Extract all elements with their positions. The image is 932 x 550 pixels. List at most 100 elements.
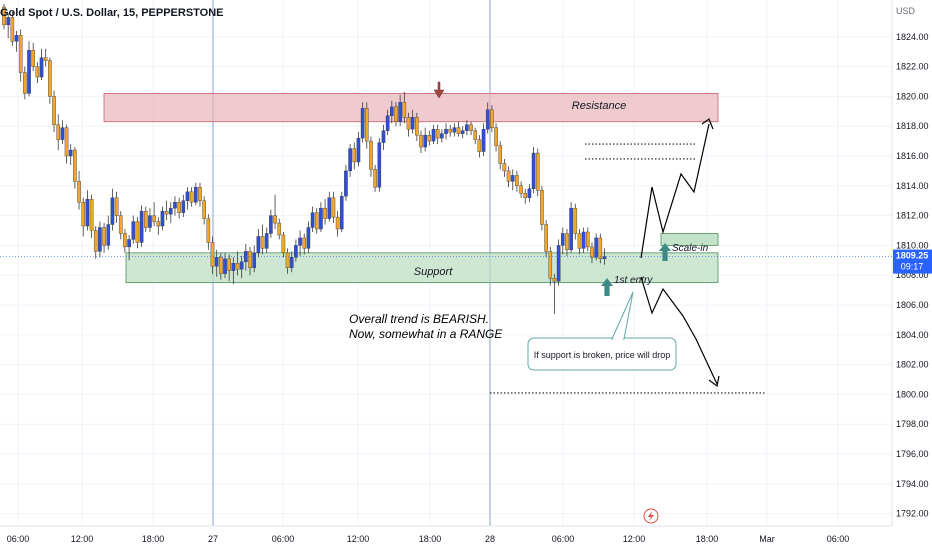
time-tick-label: 06:00 — [552, 534, 575, 544]
candle-up — [298, 237, 302, 246]
candle-down — [77, 181, 81, 203]
time-axis[interactable] — [0, 525, 892, 550]
candle-down — [314, 212, 319, 230]
candle-up — [214, 257, 219, 267]
price-tick-labels: 1824.00 1822.00 1820.00 1818.00 1816.00 1814.… — [896, 32, 929, 519]
trend-note-line2: Now, somewhat in a RANGE — [349, 327, 503, 341]
candle-down — [565, 233, 569, 251]
candle-down — [415, 117, 419, 136]
symbol-title[interactable]: Gold Spot / U.S. Dollar, 15, PEPPERSTONE — [0, 7, 224, 19]
candle-down — [544, 224, 548, 252]
candle-down — [498, 145, 503, 164]
time-tick-label: Mar — [759, 534, 775, 544]
candle-up — [194, 187, 198, 203]
candle-up — [244, 251, 248, 262]
candle-down — [598, 237, 603, 260]
scale-in-label: Scale-in — [672, 243, 709, 254]
candle-up — [306, 227, 311, 249]
candle-down — [277, 222, 282, 236]
candle-down — [10, 17, 15, 42]
candle-up — [160, 210, 165, 227]
candle-up — [294, 245, 298, 258]
candle-down — [219, 257, 223, 274]
callout-box[interactable] — [527, 337, 677, 371]
candle-up — [6, 17, 10, 26]
candle-up — [531, 152, 536, 189]
candle-down — [427, 134, 432, 142]
time-tick-label: 18:00 — [419, 534, 442, 544]
candle-down — [352, 148, 357, 163]
candle-up — [148, 215, 152, 228]
lightning-icon-glyph — [648, 511, 654, 521]
candle-down — [364, 108, 369, 142]
candle-down — [31, 50, 35, 67]
candle-up — [27, 50, 31, 94]
candle-up — [252, 252, 257, 268]
candle-down — [2, 6, 6, 26]
price-tick-label: 1804.00 — [896, 330, 929, 340]
candle-up — [377, 142, 382, 188]
candle-down — [206, 218, 211, 243]
price-tick-label: 1798.00 — [896, 419, 929, 429]
time-tick-label: 18:00 — [142, 534, 165, 544]
candle-up — [264, 233, 269, 249]
candle-down — [477, 139, 482, 152]
time-tick-label: 12:00 — [347, 534, 370, 544]
candle-down — [494, 127, 498, 146]
candle-up — [398, 102, 402, 122]
candle-up — [602, 256, 607, 260]
candle-down — [577, 233, 582, 249]
first-entry-label: 1st entry — [614, 275, 653, 286]
candle-down — [248, 251, 252, 268]
resistance-zone[interactable] — [103, 93, 719, 123]
candle-down — [573, 207, 578, 234]
candle-up — [423, 134, 427, 148]
candle-up — [231, 263, 236, 271]
candle-down — [540, 190, 544, 225]
currency-label: USD — [896, 6, 916, 16]
scale-in-arrow-icon — [659, 243, 671, 261]
support-label: Support — [414, 266, 453, 278]
price-tick-label: 1810.00 — [896, 240, 929, 250]
candle-down — [502, 163, 507, 172]
price-tick-label: 1822.00 — [896, 62, 929, 72]
candle-down — [419, 134, 423, 148]
trend-note-line1: Overall trend is BEARISH. — [349, 312, 489, 326]
candle-up — [39, 57, 44, 78]
candle-down — [331, 197, 336, 218]
candle-down — [435, 128, 440, 139]
price-tick-label: 1816.00 — [896, 151, 929, 161]
current-price-tag[interactable] — [893, 249, 932, 274]
candle-down — [394, 106, 398, 122]
time-tick-label: 18:00 — [696, 534, 719, 544]
candle-down — [48, 60, 52, 97]
candle-up — [185, 191, 190, 201]
candle-down — [402, 102, 407, 118]
scale-in-zone[interactable] — [660, 233, 719, 246]
candle-up — [510, 175, 515, 182]
countdown-label: 09:17 — [901, 262, 924, 272]
candle-down — [302, 237, 307, 249]
candle-down — [102, 227, 106, 246]
time-tick-label: 28 — [485, 534, 495, 544]
candle-up — [127, 239, 131, 248]
candle-down — [123, 233, 127, 248]
candle-down — [210, 242, 215, 267]
candle-up — [106, 224, 111, 246]
candle-down — [448, 128, 452, 133]
time-tick-label: 06:00 — [7, 534, 30, 544]
candle-down — [590, 246, 594, 258]
price-tick-label: 1824.00 — [896, 32, 929, 42]
price-tick-label: 1806.00 — [896, 300, 929, 310]
candle-down — [323, 207, 327, 219]
candle-down — [52, 96, 56, 125]
candle-up — [98, 227, 102, 252]
candle-down — [189, 191, 194, 203]
candle-down — [152, 215, 156, 222]
candle-down — [281, 234, 286, 254]
candle-down — [406, 117, 411, 130]
current-price-label: 1809.25 — [896, 251, 929, 261]
time-tick-label: 06:00 — [827, 534, 850, 544]
candle-down — [56, 124, 61, 140]
